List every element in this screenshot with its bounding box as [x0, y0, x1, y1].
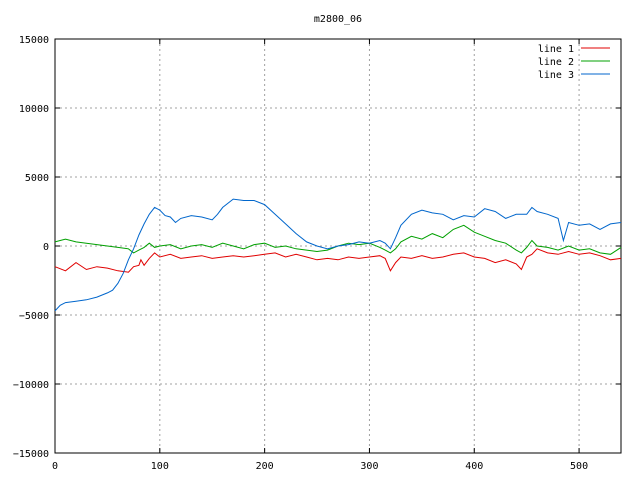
legend-label-2: line 2 [538, 57, 574, 68]
x-tick-label: 400 [465, 461, 483, 472]
y-tick-label: 0 [43, 242, 49, 253]
grid [55, 39, 621, 453]
legend-label-1: line 1 [538, 44, 574, 55]
series-lines [54, 198, 622, 312]
y-tick-label: 10000 [19, 104, 49, 115]
y-tick-label: 5000 [25, 173, 49, 184]
x-tick-label: 500 [570, 461, 588, 472]
series-3-line [54, 198, 622, 312]
legend-label-3: line 3 [538, 70, 574, 81]
axis-ticks: 0 100 200 300 400 500 −15000 −10000 −5000 0 5000 10… [13, 35, 621, 472]
series-1-line [54, 248, 622, 273]
x-tick-label: 0 [52, 461, 58, 472]
chart-title: m2800_06 [314, 14, 362, 25]
y-tick-label: −5000 [19, 311, 49, 322]
x-tick-label: 300 [360, 461, 378, 472]
x-tick-label: 100 [151, 461, 169, 472]
x-tick-label: 200 [256, 461, 274, 472]
y-tick-label: −10000 [13, 380, 49, 391]
y-tick-label: 15000 [19, 35, 49, 46]
legend: line 1 line 2 line 3 [538, 44, 610, 81]
y-tick-label: −15000 [13, 449, 49, 460]
